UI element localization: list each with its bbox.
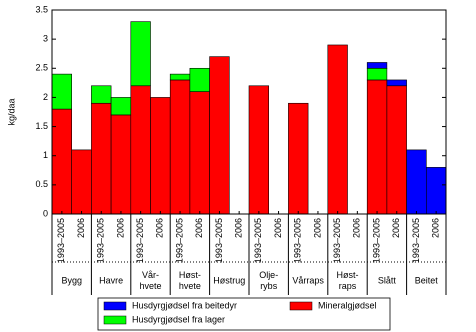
x-tick-label: 1993–2005 — [332, 218, 342, 263]
x-tick-label: 1993–2005 — [135, 218, 145, 263]
legend-label: Husdyrgjødsel fra beitedyr — [132, 300, 237, 310]
group-label: raps — [339, 281, 357, 291]
bar-segment — [169, 79, 191, 215]
bar-segment — [209, 56, 230, 215]
x-tick-label: 2006 — [391, 218, 401, 238]
legend-swatch — [289, 301, 313, 311]
bar-segment — [366, 79, 388, 215]
x-tick-label: 1993–2005 — [56, 218, 66, 263]
group-label: Bygg — [61, 275, 82, 285]
bar-segment — [91, 85, 112, 104]
bar-segment — [425, 167, 447, 215]
bar-segment — [130, 21, 151, 87]
bar-segment — [150, 97, 171, 215]
y-tick-label: 1.5 — [35, 121, 48, 131]
y-tick-label: 1 — [43, 150, 48, 160]
group-label: rybs — [260, 281, 278, 291]
group-label: hvete — [139, 281, 161, 291]
x-tick-label: 2006 — [312, 218, 322, 238]
x-tick-label: 2006 — [155, 218, 165, 238]
x-tick-label: 2006 — [76, 218, 86, 238]
x-tick-label: 2006 — [431, 218, 441, 238]
group-label: Høstrug — [213, 275, 245, 285]
bar-segment — [189, 91, 210, 215]
y-tick-label: 0 — [43, 208, 48, 218]
x-tick-label: 1993–2005 — [371, 218, 381, 263]
legend: Mineralgjødsel Husdyrgjødsel fra lager Hus… — [97, 297, 391, 331]
x-tick-label: 1993–2005 — [253, 218, 263, 263]
bar-segment — [366, 67, 388, 81]
x-tick-label: 2006 — [352, 218, 362, 238]
x-tick-label: 2006 — [234, 218, 244, 238]
legend-swatch — [103, 301, 127, 311]
y-tick-label: 2.5 — [35, 63, 48, 73]
group-label: hvete — [179, 281, 201, 291]
group-label: Vår- — [142, 270, 159, 280]
legend-swatch — [103, 315, 127, 325]
group-label: Olje- — [259, 270, 278, 280]
y-tick-label: 0.5 — [35, 179, 48, 189]
bar-segment — [386, 79, 407, 87]
group-label: Høst- — [179, 270, 201, 280]
y-tick-label: 3.5 — [35, 4, 48, 14]
legend-label: Husdyrgjødsel fra lager — [132, 314, 225, 324]
group-label: Slått — [378, 275, 397, 285]
group-label: Beitet — [415, 275, 439, 285]
group-label: Havre — [99, 275, 123, 285]
bar-segment — [91, 102, 112, 215]
bar-segment — [169, 73, 191, 81]
x-tick-label: 1993–2005 — [96, 218, 106, 263]
bar-segment — [51, 73, 73, 110]
bar-segment — [288, 102, 309, 215]
bar-segment — [110, 97, 132, 116]
bar-segment — [327, 44, 348, 215]
x-tick-label: 1993–2005 — [214, 218, 224, 263]
x-tick-label: 1993–2005 — [293, 218, 303, 263]
y-tick-label: 3 — [43, 34, 48, 44]
x-tick-label: 1993–2005 — [411, 218, 421, 263]
bar-segment — [71, 149, 92, 215]
legend-label: Mineralgjødsel — [318, 300, 377, 310]
legend-frame — [97, 297, 391, 331]
x-tick-label: 2006 — [115, 218, 125, 238]
bar-segment — [130, 85, 151, 215]
bar-segment — [248, 85, 270, 215]
bar-segment — [406, 149, 427, 215]
y-tick-label: 2 — [43, 92, 48, 102]
bar-segment — [366, 62, 388, 69]
x-tick-label: 2006 — [194, 218, 204, 238]
bar-segment — [189, 67, 210, 92]
group-label: Høst- — [337, 270, 359, 280]
x-tick-label: 2006 — [273, 218, 283, 238]
y-axis-label: kg/daa — [6, 98, 16, 125]
bar-segment — [51, 108, 73, 215]
x-tick-label: 1993–2005 — [174, 218, 184, 263]
group-label: Vårraps — [292, 275, 324, 285]
bar-segment — [386, 85, 407, 215]
bar-segment — [110, 114, 132, 215]
